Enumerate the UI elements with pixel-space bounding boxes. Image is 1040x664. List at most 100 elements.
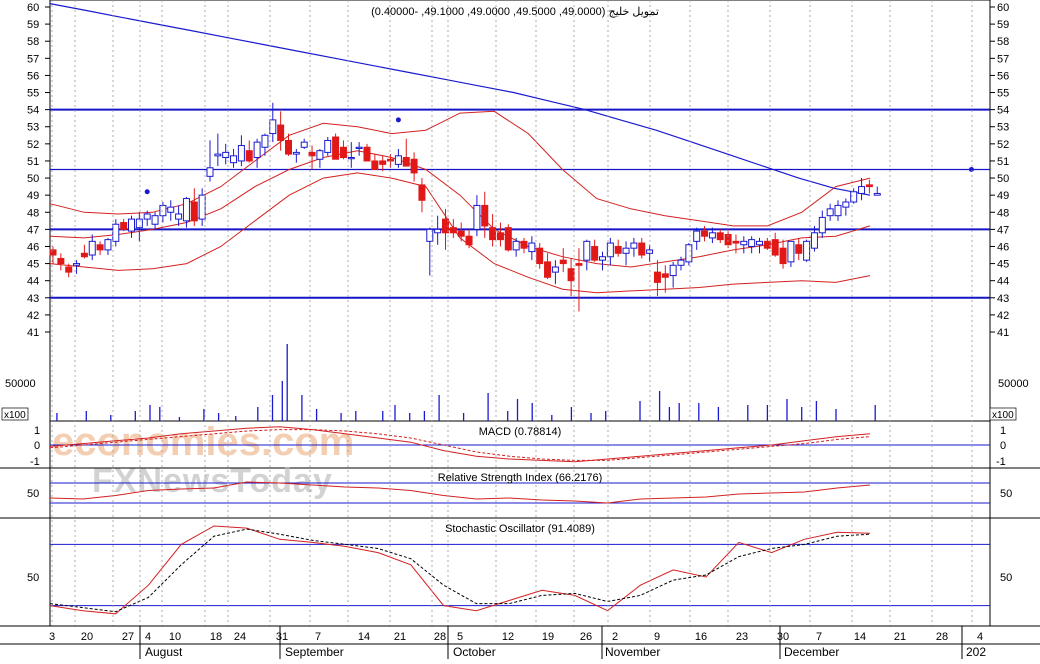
candle-body: [685, 244, 693, 263]
candle-body: [756, 240, 763, 246]
price-tick-left-58: 58: [27, 36, 39, 48]
candle-body: [198, 194, 206, 220]
candle-body: [669, 264, 677, 277]
volume-tick-right: 50000: [998, 378, 1029, 390]
x-day-label-16: 2: [612, 631, 618, 643]
x-month-label-2: October: [453, 645, 496, 659]
stoch-tick-left: 50: [27, 572, 39, 584]
price-tick-left-56: 56: [27, 70, 39, 82]
price-tick-left-60: 60: [27, 2, 39, 14]
candle-body: [308, 151, 316, 157]
candle-body: [387, 158, 395, 162]
candle-body: [834, 204, 842, 217]
rsi-title: Relative Strength Index (66.2176): [438, 472, 603, 484]
stoch-d-line: [49, 528, 871, 613]
price-tick-left-53: 53: [27, 122, 39, 134]
price-tick-left-42: 42: [27, 310, 39, 322]
candle-body: [65, 266, 73, 273]
macd-tick-0-left: 0: [34, 440, 40, 452]
candle-body: [748, 239, 756, 247]
sar-dot-0: [144, 189, 150, 195]
x-day-label-0: 3: [49, 631, 55, 643]
candle-body: [88, 240, 96, 256]
candle-body: [787, 240, 795, 263]
candle-body: [653, 271, 661, 283]
price-tick-right-45: 45: [997, 259, 1009, 271]
price-tick-left-57: 57: [27, 53, 39, 65]
candle-body: [865, 184, 873, 188]
stochastic-title: Stochastic Oscillator (91.4089): [445, 523, 595, 535]
candle-body: [222, 151, 230, 159]
rsi-tick-left: 50: [27, 488, 39, 500]
candle-body: [277, 124, 285, 141]
candle-body: [73, 263, 81, 266]
candle-body: [858, 186, 866, 194]
candle-body: [842, 201, 850, 208]
candle-body: [693, 230, 701, 242]
price-tick-left-49: 49: [27, 190, 39, 202]
candle-body: [332, 136, 340, 160]
x-day-label-11: 28: [434, 631, 446, 643]
x-day-label-6: 24: [234, 631, 246, 643]
candle-body: [112, 223, 120, 242]
sar-dot-1: [395, 117, 401, 123]
price-tick-right-46: 46: [997, 241, 1009, 253]
price-tick-right-56: 56: [997, 70, 1009, 82]
stoch-tick-right: 50: [1000, 572, 1012, 584]
candle-body: [512, 240, 520, 251]
price-tick-right-49: 49: [997, 190, 1009, 202]
macd-tick-m1-right: -1: [996, 456, 1006, 468]
x-month-label-3: November: [605, 645, 660, 659]
candle-body: [49, 249, 57, 256]
candle-body: [285, 139, 292, 155]
macd-title: MACD (0.78814): [479, 426, 562, 438]
price-tick-right-52: 52: [997, 139, 1009, 151]
candle-body: [151, 215, 159, 225]
price-tick-left-44: 44: [27, 276, 39, 288]
candle-body: [355, 146, 363, 149]
candle-body: [182, 198, 190, 222]
price-tick-left-54: 54: [27, 105, 39, 117]
candle-body: [465, 235, 473, 246]
macd-signal-line: [49, 429, 871, 461]
candle-body: [724, 234, 732, 246]
x-day-label-13: 12: [502, 631, 514, 643]
candle-body: [120, 222, 128, 230]
price-tick-right-42: 42: [997, 310, 1009, 322]
candle-body: [795, 244, 803, 254]
price-tick-right-54: 54: [997, 105, 1009, 117]
candle-body: [57, 257, 65, 265]
candle-body: [434, 228, 442, 234]
candle-body: [638, 242, 646, 256]
rsi-tick-right: 50: [1000, 488, 1012, 500]
candle-body: [716, 232, 724, 241]
x-month-label-5: 202: [966, 645, 986, 659]
candle-body: [575, 263, 583, 266]
moving-average-line: [49, 3, 871, 196]
candle-body: [402, 157, 410, 167]
price-tick-right-55: 55: [997, 88, 1009, 100]
x-day-label-3: 4: [145, 631, 151, 643]
candle-body: [167, 206, 175, 213]
candle-body: [599, 256, 606, 261]
volume-unit-left: x100: [4, 410, 26, 421]
price-layer: [49, 3, 990, 312]
price-tick-left-52: 52: [27, 139, 39, 151]
candle-body: [394, 155, 402, 165]
candle-body: [606, 242, 614, 258]
x-day-label-10: 21: [394, 631, 406, 643]
candle-body: [292, 151, 300, 155]
x-day-label-8: 7: [315, 631, 321, 643]
macd-tick-0-right: 0: [1000, 440, 1006, 452]
x-day-label-22: 14: [854, 631, 866, 643]
candle-body: [771, 239, 779, 256]
candle-body: [316, 150, 324, 160]
candle-body: [104, 239, 112, 251]
candle-body: [410, 158, 418, 174]
candle-body: [449, 227, 457, 234]
x-day-label-17: 9: [654, 631, 660, 643]
indicator-layer: [49, 344, 990, 615]
candle-body: [363, 146, 371, 162]
candle-body: [135, 218, 143, 229]
